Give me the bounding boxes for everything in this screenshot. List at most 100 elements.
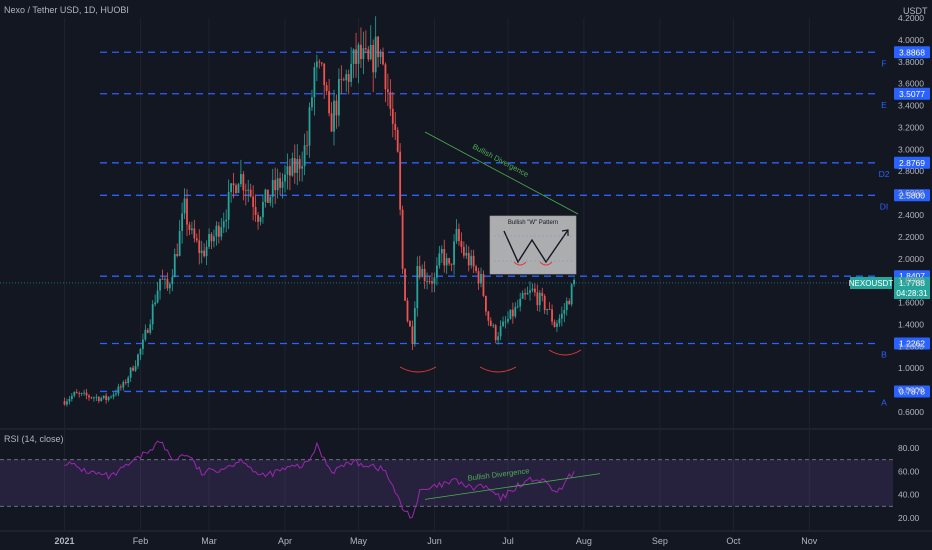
candle-body: [492, 325, 495, 327]
level-letter: B: [881, 349, 887, 359]
w-pattern-arc: [513, 261, 527, 266]
candle-body: [178, 230, 181, 256]
countdown-label: 04:28:31: [896, 289, 928, 298]
candle-body: [519, 298, 522, 307]
candle-body: [382, 52, 384, 65]
candle-body: [462, 247, 465, 256]
candle-body: [166, 278, 169, 289]
level-letter: F: [881, 58, 886, 68]
level-letter: DI: [880, 201, 889, 211]
candle-body: [146, 329, 149, 333]
candle-body: [313, 67, 316, 98]
currency-label: USDT: [903, 6, 928, 16]
candle-body: [188, 224, 191, 231]
level-price-label: 3.8868: [899, 47, 925, 57]
candle-body: [274, 179, 277, 191]
level-price-label: 3.5077: [899, 89, 925, 99]
level-price-badge: [894, 189, 930, 202]
candle-body: [222, 221, 225, 228]
candle-body: [467, 252, 470, 266]
price-tick-label: 4.0000: [898, 35, 924, 45]
candle-body: [144, 329, 147, 340]
candle-body: [485, 295, 487, 312]
candle-body: [445, 258, 448, 266]
candle-body: [413, 308, 416, 344]
candle-body: [296, 159, 299, 173]
candle-body: [203, 250, 206, 257]
level-price-badge: [894, 337, 930, 350]
low-arc: [399, 366, 437, 373]
candle-body: [306, 145, 308, 147]
candle-body: [119, 386, 122, 388]
candle-body: [284, 174, 286, 182]
level-price-label: 2.8769: [899, 158, 925, 168]
candle-body: [303, 145, 306, 167]
candle-body: [335, 100, 338, 116]
candle-body: [90, 397, 93, 399]
level-price-badge: [894, 385, 930, 398]
candle-body: [526, 292, 529, 295]
candle-body: [421, 268, 424, 278]
candle-body: [411, 326, 414, 344]
candle-body: [281, 181, 284, 188]
candle-body: [257, 214, 259, 222]
candle-body: [511, 309, 514, 317]
candle-body: [154, 302, 157, 305]
w-pattern-label: Bullish "W" Pattern: [508, 220, 558, 226]
price-tick-label: 3.8000: [898, 57, 924, 67]
candle-body: [208, 234, 210, 247]
candle-body: [433, 277, 436, 284]
candle-body: [68, 398, 71, 402]
candle-body: [455, 228, 458, 242]
price-tick-label: 3.0000: [898, 144, 924, 154]
candle-body: [521, 293, 524, 299]
candle-body: [499, 326, 502, 337]
candle-body: [516, 306, 519, 308]
candle-body: [355, 49, 357, 64]
candle-body: [534, 288, 536, 293]
candle-body: [389, 92, 392, 109]
price-tick-label: 0.6000: [898, 407, 924, 417]
time-tick-label: Nov: [801, 536, 818, 546]
candle-body: [230, 183, 232, 193]
candle-body: [347, 74, 350, 82]
candle-body: [242, 174, 245, 191]
horizontal-levels[interactable]: F 3.8868 E 3.5077 D2 2.8769 DI 2.5800 1.8407 B 1.2…: [100, 46, 930, 407]
candle-body: [553, 321, 556, 327]
candle-body: [465, 252, 468, 256]
level-price-label: 1.2262: [899, 338, 925, 348]
rsi-line: [64, 440, 575, 519]
candle-body: [333, 100, 335, 132]
candle-body: [227, 192, 230, 220]
candle-body: [110, 396, 112, 398]
candle-body: [374, 36, 377, 73]
candle-body: [328, 91, 330, 114]
candle-body: [75, 392, 78, 394]
candle-body: [443, 249, 446, 266]
candle-body: [240, 174, 242, 185]
candle-body: [352, 49, 355, 64]
candle-body: [181, 213, 183, 231]
rsi-tick-label: 20.00: [898, 513, 920, 523]
candle-body: [107, 396, 110, 400]
candle-body: [406, 300, 409, 322]
candle-body: [379, 52, 382, 58]
candle-body: [124, 382, 127, 384]
candle-body: [164, 278, 166, 280]
candle-body: [159, 278, 161, 291]
candle-body: [487, 311, 490, 321]
price-tick-label: 1.8000: [898, 276, 924, 286]
candle-body: [220, 227, 223, 237]
level-letter: E: [881, 100, 887, 110]
candle-body: [301, 166, 304, 169]
candle-body: [176, 254, 179, 256]
candle-body: [482, 274, 485, 296]
candle-body: [345, 74, 348, 81]
candle-body: [173, 254, 176, 278]
level-price-badge: [894, 87, 930, 100]
axes: 4.2000 4.0000 3.8000 3.6000 3.4000 3.2000 3.00…: [54, 13, 924, 546]
candle-body: [83, 392, 85, 394]
level-price-label: 2.5800: [899, 190, 925, 200]
